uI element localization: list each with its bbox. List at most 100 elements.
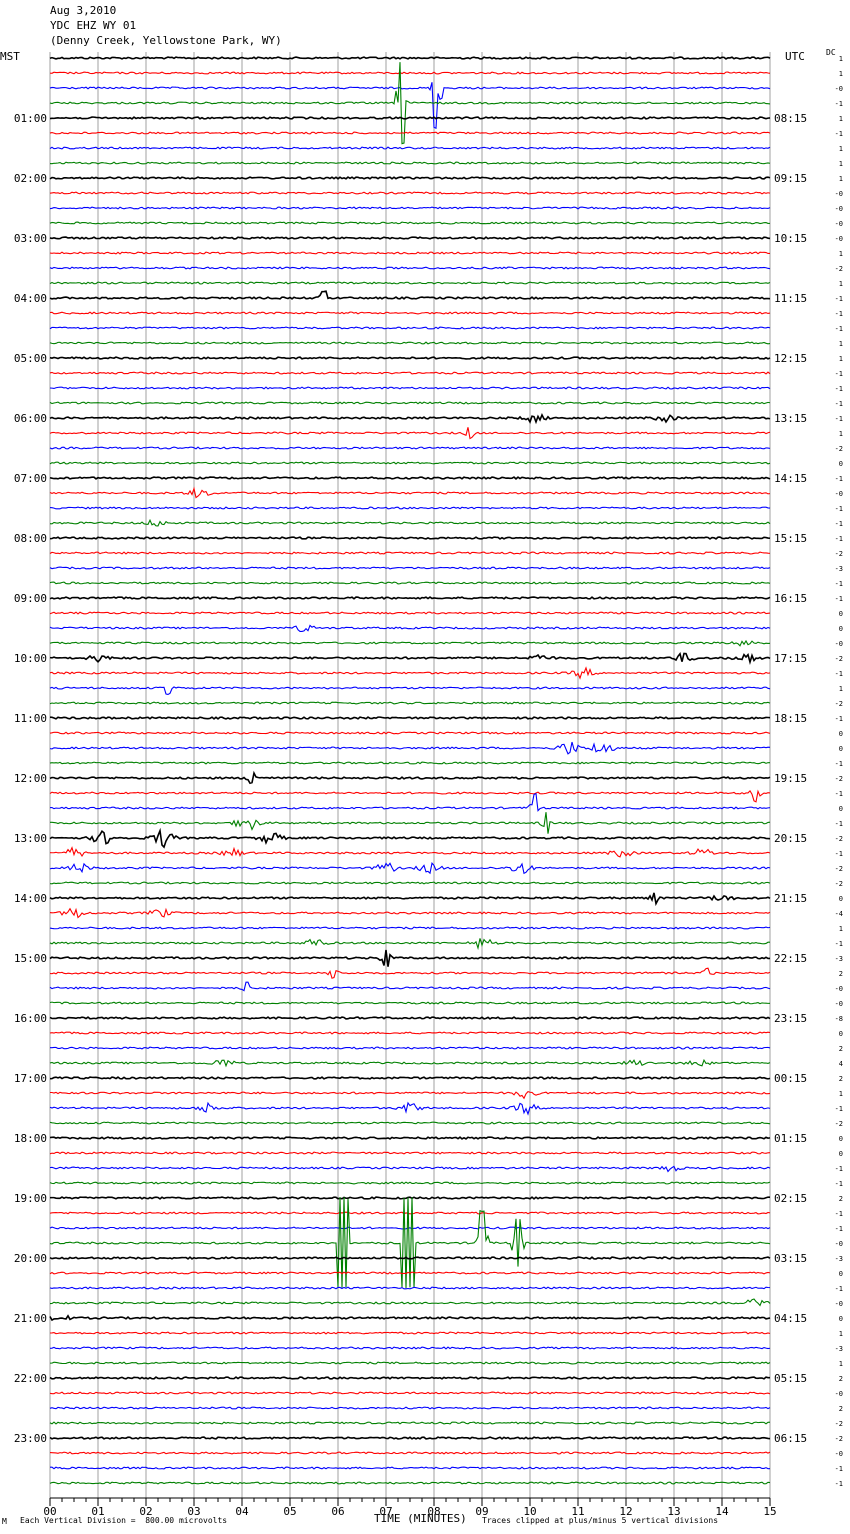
trace-line: [49, 1101, 771, 1116]
trace-line: [49, 1346, 771, 1350]
dc-offset-label: -1: [835, 1165, 843, 1173]
mst-hour-label: 03:00: [14, 232, 47, 245]
dc-offset-label: -0: [835, 1000, 843, 1008]
trace-line: [50, 1046, 771, 1050]
trace-line: [49, 741, 771, 755]
dc-offset-label: 0: [839, 805, 843, 813]
trace-line: [49, 1165, 771, 1173]
dc-offset-label: -0: [835, 1300, 843, 1308]
dc-offset-label: 0: [839, 610, 843, 618]
x-tick-label: 11: [571, 1505, 584, 1518]
trace-line: [49, 761, 771, 765]
x-axis-label: TIME (MINUTES): [374, 1512, 467, 1525]
trace-line: [49, 446, 771, 450]
header-location: (Denny Creek, Yellowstone Park, WY): [50, 34, 282, 47]
trace-line: [49, 789, 771, 803]
trace-line: [49, 596, 771, 600]
dc-offset-label: 1: [839, 430, 843, 438]
trace-line: [49, 1181, 771, 1185]
trace-line: [49, 1226, 771, 1230]
x-tick-label: 14: [715, 1505, 729, 1518]
dc-offset-label: -0: [835, 235, 843, 243]
dc-offset-label: -1: [835, 370, 843, 378]
dc-offset-label: 2: [839, 1045, 843, 1053]
trace-line: [49, 862, 771, 875]
mst-hour-label: 17:00: [14, 1072, 47, 1085]
trace-line: [49, 716, 771, 720]
trace-line: [49, 536, 771, 540]
dc-offset-label: 2: [839, 970, 843, 978]
trace-line: [49, 1001, 771, 1005]
trace-line: [49, 506, 771, 510]
trace-line: [49, 686, 771, 696]
mst-hour-label: 14:00: [14, 892, 47, 905]
trace-line: [49, 926, 771, 930]
dc-offset-label: -1: [835, 520, 843, 528]
mst-hour-label: 08:00: [14, 532, 47, 545]
dc-offset-label: -0: [835, 85, 843, 93]
trace-line: [49, 1391, 771, 1395]
utc-hour-label: 02:15: [774, 1192, 807, 1205]
trace-line: [49, 1211, 771, 1215]
dc-offset-label: -1: [835, 325, 843, 333]
dc-offset-label: -1: [835, 715, 843, 723]
trace-line: [49, 82, 771, 130]
utc-hour-label: 06:15: [774, 1432, 807, 1445]
mst-hour-label: 15:00: [14, 952, 47, 965]
utc-hour-label: 19:15: [774, 772, 807, 785]
dc-offset-label: -2: [835, 700, 843, 708]
dc-offset-label: -2: [835, 445, 843, 453]
utc-hour-label: 22:15: [774, 952, 807, 965]
dc-offset-label: 1: [839, 925, 843, 933]
utc-hour-label: 05:15: [774, 1372, 807, 1385]
trace-line: [49, 206, 771, 210]
mst-hour-label: 12:00: [14, 772, 47, 785]
trace-line: [49, 146, 771, 150]
trace-line: [49, 624, 771, 633]
dc-offset-label: -8: [835, 1015, 843, 1023]
utc-hour-label: 15:15: [774, 532, 807, 545]
trace-line: [49, 1271, 771, 1275]
dc-offset-label: 0: [839, 625, 843, 633]
utc-hour-label: 10:15: [774, 232, 807, 245]
trace-line: [49, 1436, 771, 1440]
utc-hour-label: 00:15: [774, 1072, 807, 1085]
utc-hour-label: 18:15: [774, 712, 807, 725]
footer-clip: Traces clipped at plus/minus 5 vertical …: [482, 1516, 719, 1525]
dc-offset-label: -1: [835, 1105, 843, 1113]
x-tick-label: 08: [427, 1505, 440, 1518]
utc-hour-label: 08:15: [774, 112, 807, 125]
header-station: YDC EHZ WY 01: [50, 19, 137, 32]
utc-hour-label: 21:15: [774, 892, 807, 905]
trace-line: [49, 892, 771, 907]
x-tick-label: 15: [763, 1505, 776, 1518]
dc-offset-label: -1: [835, 580, 843, 588]
trace-line: [49, 401, 771, 405]
dc-offset-label: 0: [839, 895, 843, 903]
trace-line: [49, 356, 771, 360]
mst-hour-label: 13:00: [14, 832, 47, 845]
trace-line: [49, 967, 771, 979]
dc-offset-label: 2: [839, 1195, 843, 1203]
mst-hour-label: 04:00: [14, 292, 47, 305]
dc-offset-label: -1: [835, 1180, 843, 1188]
dc-offset-label: -1: [835, 595, 843, 603]
trace-line: [49, 651, 771, 665]
mst-hour-label: 01:00: [14, 112, 47, 125]
trace-line: [49, 116, 771, 120]
trace-line: [49, 1298, 771, 1307]
x-tick-label: 06: [331, 1505, 344, 1518]
trace-line: [49, 1136, 771, 1140]
dc-offset-label: -3: [835, 565, 843, 573]
trace-line: [49, 701, 771, 705]
dc-offset-label: -2: [835, 775, 843, 783]
x-tick-label: 02: [139, 1505, 152, 1518]
dc-offset-label: 1: [839, 280, 843, 288]
dc-offset-label: 1: [839, 355, 843, 363]
dc-offset-label: 0: [839, 1315, 843, 1323]
dc-offset-label: 1: [839, 1330, 843, 1338]
dc-offset-label: -1: [835, 1210, 843, 1218]
dc-offset-label: -3: [835, 1255, 843, 1263]
trace-line: [49, 792, 771, 812]
trace-line: [49, 1031, 771, 1035]
